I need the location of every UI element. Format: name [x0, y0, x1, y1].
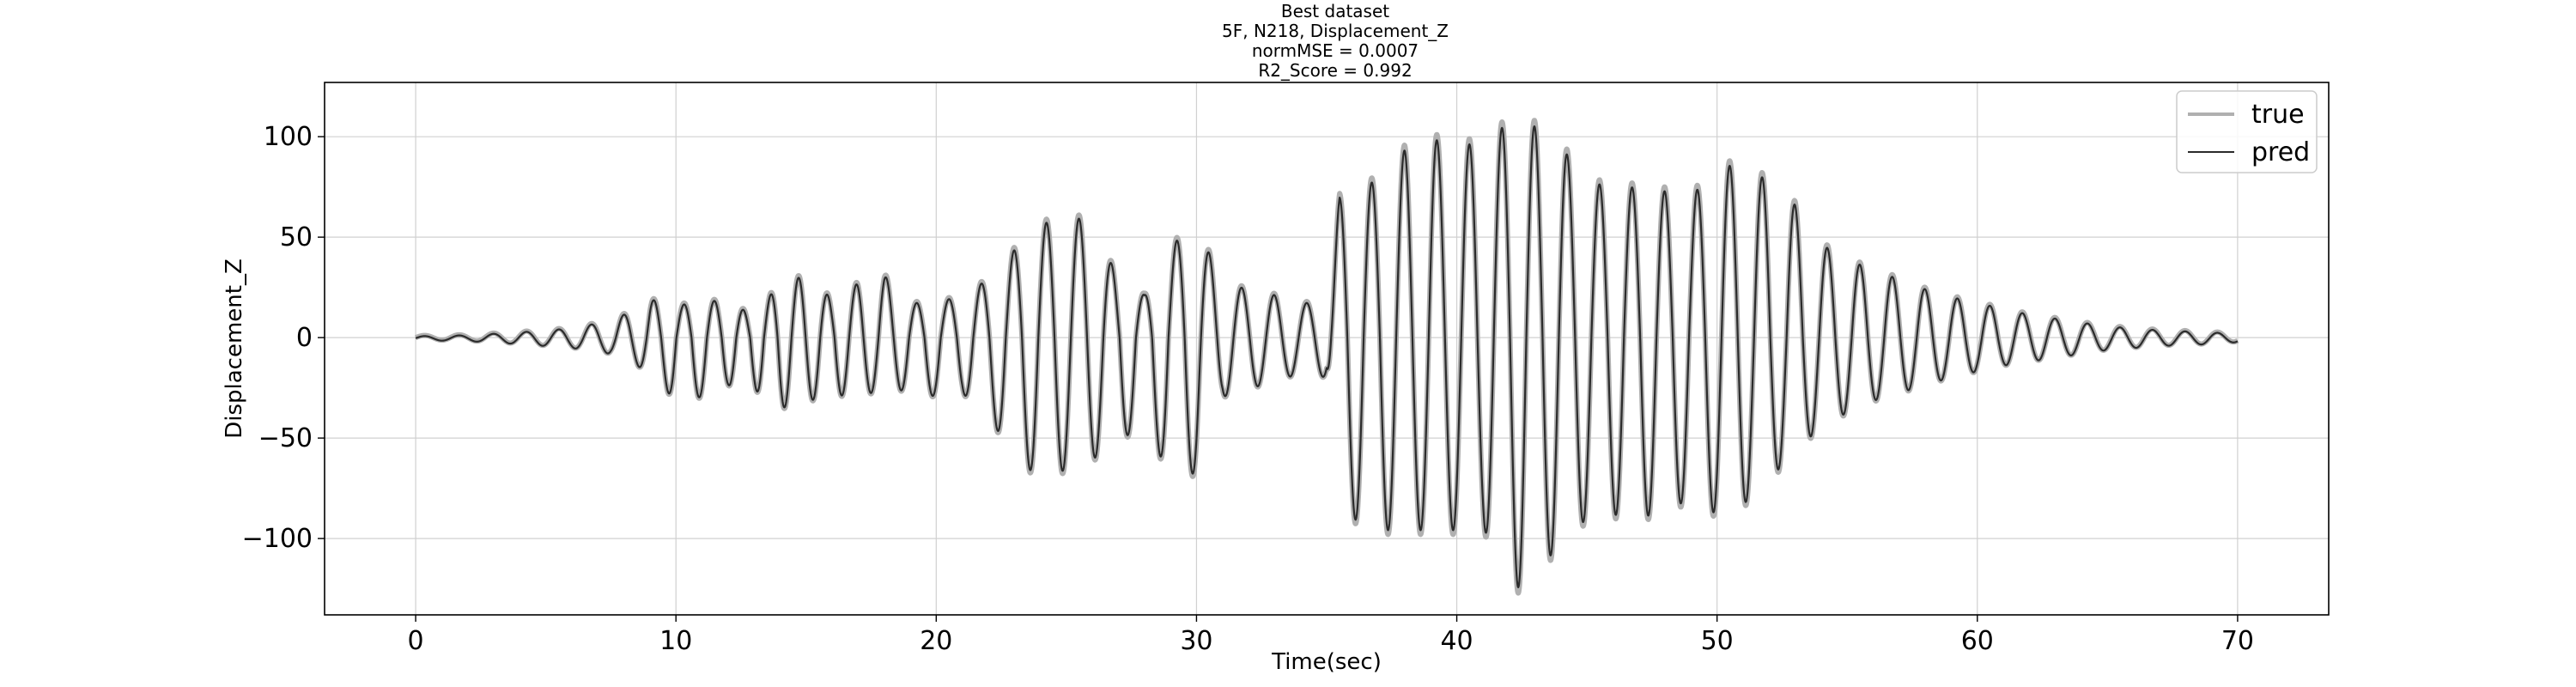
x-tick-label: 40 [1440, 626, 1473, 656]
x-tick-label: 70 [2221, 626, 2254, 656]
legend: true pred [2176, 90, 2318, 173]
y-tick-label: −100 [242, 524, 313, 554]
x-axis-ticks: 0 10 20 30 40 50 60 70 [408, 615, 2254, 656]
x-tick-label: 20 [920, 626, 952, 656]
title-line-3: normMSE = 0.0007 [1252, 40, 1419, 61]
chart-title: Best dataset 5F, N218, Displacement_Z no… [1222, 1, 1449, 81]
y-tick-label: 50 [280, 222, 313, 252]
series-true-line [413, 118, 2240, 596]
x-tick-label: 0 [408, 626, 424, 656]
y-tick-label: 0 [296, 323, 313, 353]
y-tick-label: 100 [264, 122, 313, 152]
grid [325, 82, 2329, 615]
x-axis-label: Time(sec) [1271, 649, 1382, 675]
x-tick-label: 60 [1961, 626, 1994, 656]
x-tick-label: 10 [659, 626, 692, 656]
plot-frame [324, 82, 2330, 616]
title-line-1: Best dataset [1281, 1, 1389, 21]
y-tick-label: −50 [258, 423, 313, 453]
title-line-2: 5F, N218, Displacement_Z [1222, 21, 1449, 41]
legend-pred-label: pred [2251, 137, 2310, 167]
x-tick-label: 50 [1701, 626, 1734, 656]
y-axis-ticks: 100 50 0 −50 −100 [242, 122, 325, 554]
x-tick-label: 30 [1180, 626, 1212, 656]
y-axis-label: Displacement_Z [222, 258, 247, 439]
series-pred-line [415, 125, 2239, 588]
legend-true-label: true [2251, 100, 2305, 130]
series-lines [413, 118, 2240, 596]
title-line-4: R2_Score = 0.992 [1258, 60, 1412, 81]
